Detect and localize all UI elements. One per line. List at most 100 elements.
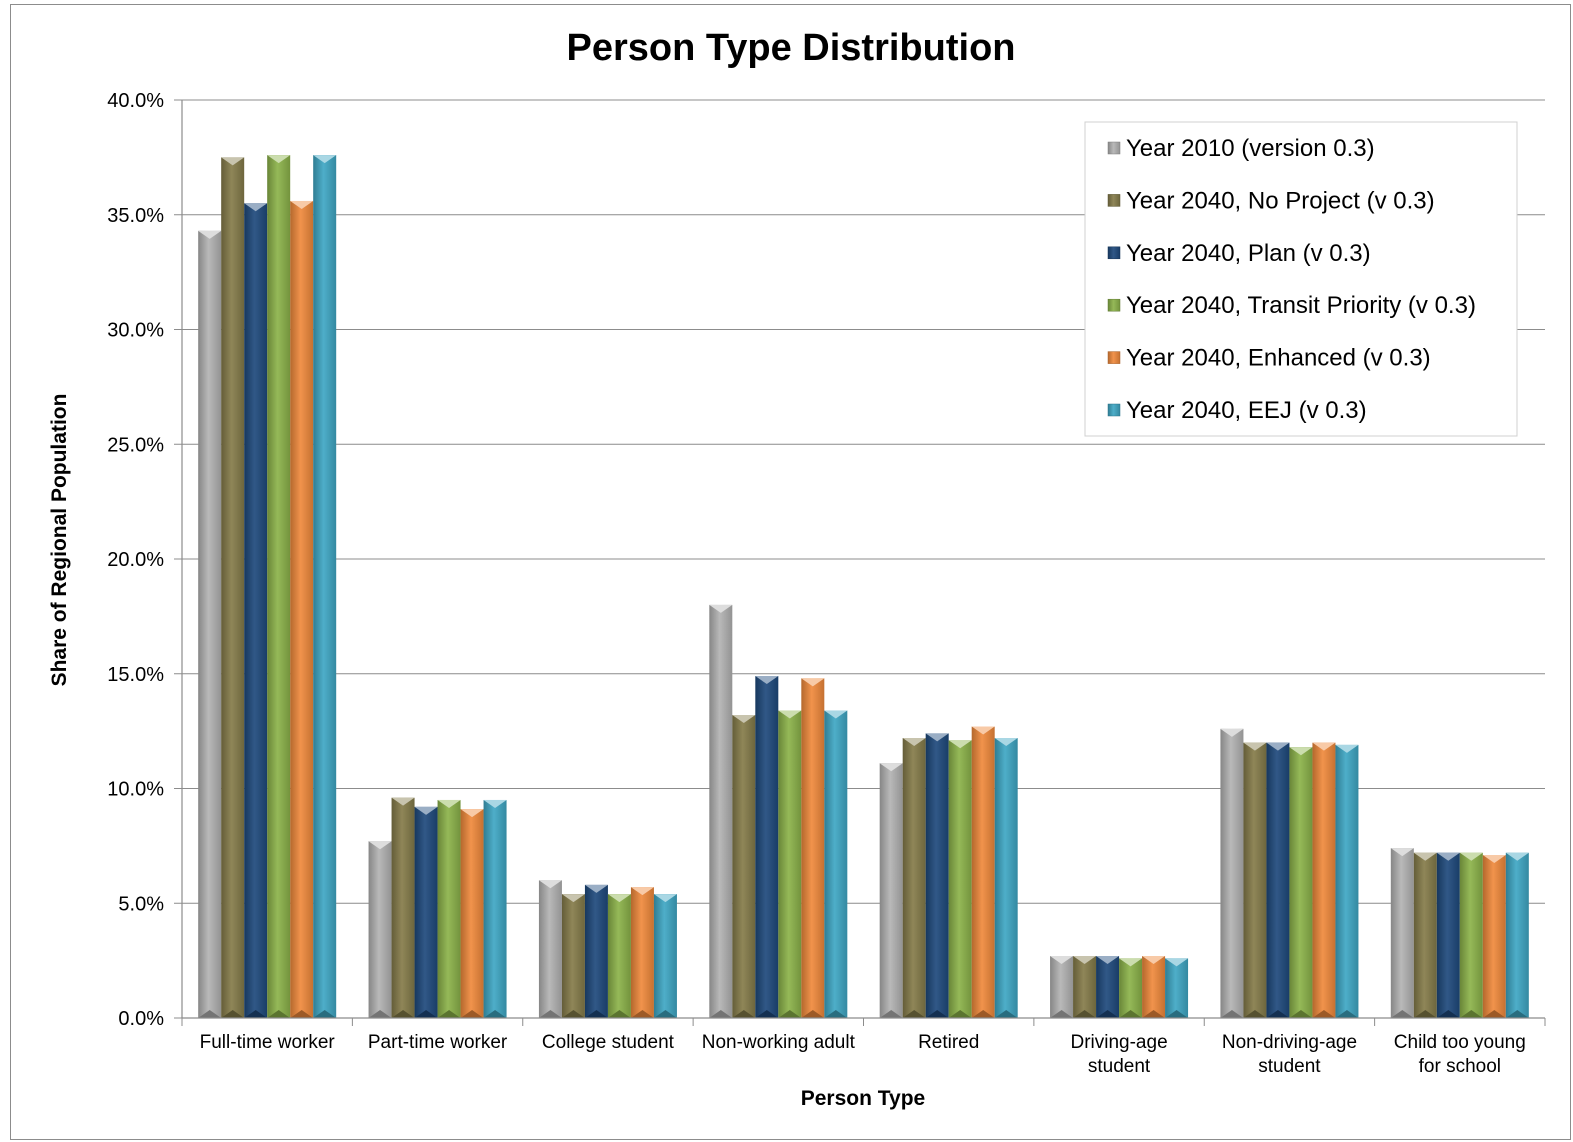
legend-item: Year 2040, No Project (v 0.3)	[1107, 187, 1435, 214]
legend-item: Year 2040, EEJ (v 0.3)	[1107, 397, 1367, 424]
bar	[1390, 848, 1414, 1018]
bar-body	[902, 738, 926, 1018]
bar-bottom-bevel	[1165, 1010, 1189, 1018]
bar	[653, 894, 677, 1018]
bar-body	[1335, 744, 1359, 1018]
bar-top-bevel	[368, 841, 392, 850]
bar-top-bevel	[244, 203, 268, 212]
bar-bottom-bevel	[460, 1010, 484, 1018]
x-tick-label: College student	[542, 1032, 675, 1053]
bar-body	[244, 203, 268, 1018]
bar	[1436, 852, 1460, 1018]
bar-top-bevel	[1505, 852, 1529, 861]
bar-body	[879, 763, 903, 1018]
bar-top-bevel	[1459, 852, 1483, 861]
bar-body	[778, 710, 802, 1018]
bar	[1482, 855, 1506, 1018]
bar-top-bevel	[1073, 956, 1097, 965]
bar-top-bevel	[653, 894, 677, 903]
legend-label: Year 2040, Plan (v 0.3)	[1126, 240, 1371, 267]
bar	[607, 894, 631, 1018]
bar-bottom-bevel	[414, 1010, 438, 1018]
bar	[391, 797, 415, 1018]
bar-top-bevel	[824, 710, 848, 719]
bar-body	[607, 894, 631, 1018]
bar-bottom-bevel	[584, 1010, 608, 1018]
bar-top-bevel	[1335, 744, 1359, 753]
legend-label: Year 2040, No Project (v 0.3)	[1126, 187, 1435, 214]
bar-bottom-bevel	[732, 1010, 756, 1018]
legend-label: Year 2010 (version 0.3)	[1126, 135, 1375, 162]
bar-body	[1413, 852, 1437, 1018]
bar-body	[290, 200, 314, 1019]
bar-bottom-bevel	[1335, 1010, 1359, 1018]
bar	[244, 203, 268, 1018]
bar-top-bevel	[1413, 852, 1437, 861]
bar-body	[755, 676, 779, 1018]
bar-top-bevel	[732, 715, 756, 724]
bar-body	[1266, 742, 1290, 1018]
bar-bottom-bevel	[267, 1010, 291, 1018]
bar-bottom-bevel	[221, 1010, 245, 1018]
bar-body	[653, 894, 677, 1018]
legend-item: Year 2040, Enhanced (v 0.3)	[1107, 345, 1431, 372]
bar	[994, 738, 1018, 1018]
y-tick-label: 20.0%	[107, 549, 164, 571]
x-tick-label: Non-driving-age student	[1222, 1032, 1357, 1077]
bar	[483, 799, 507, 1018]
bar-bottom-bevel	[1505, 1010, 1529, 1018]
bar-bottom-bevel	[1220, 1010, 1244, 1018]
bar-top-bevel	[561, 894, 585, 903]
y-tick-label: 5.0%	[118, 893, 164, 915]
bar-body	[948, 740, 972, 1018]
bar-top-bevel	[221, 157, 245, 166]
bar-top-bevel	[994, 738, 1018, 747]
bar-body	[1050, 956, 1074, 1018]
bar	[1165, 958, 1189, 1018]
bar-body	[561, 894, 585, 1018]
bar-body	[1073, 956, 1097, 1018]
bar-bottom-bevel	[994, 1010, 1018, 1018]
bar	[414, 806, 438, 1018]
bar-bottom-bevel	[198, 1010, 222, 1018]
bar	[1073, 956, 1097, 1018]
bar-bottom-bevel	[902, 1010, 926, 1018]
bar	[1413, 852, 1437, 1018]
bar	[1335, 744, 1359, 1018]
bar-top-bevel	[607, 894, 631, 903]
y-axis-title: Share of Regional Population	[48, 394, 71, 687]
bar-bottom-bevel	[1243, 1010, 1267, 1018]
bar	[971, 726, 995, 1018]
bar-body	[414, 806, 438, 1018]
bar-bottom-bevel	[1119, 1010, 1143, 1018]
bar-bottom-bevel	[1050, 1010, 1074, 1018]
bar-top-bevel	[1165, 958, 1189, 967]
chart-title: Person Type Distribution	[566, 27, 1015, 69]
bar-top-bevel	[1142, 956, 1166, 965]
bar-body	[460, 809, 484, 1018]
bar-bottom-bevel	[801, 1010, 825, 1018]
bar-bottom-bevel	[1073, 1010, 1097, 1018]
bar-top-bevel	[925, 733, 949, 742]
bar	[198, 230, 222, 1018]
bar-top-bevel	[1096, 956, 1120, 965]
bar-bottom-bevel	[778, 1010, 802, 1018]
bar	[561, 894, 585, 1018]
bar-top-bevel	[630, 887, 654, 896]
bar	[1243, 742, 1267, 1018]
bar-body	[267, 155, 291, 1018]
bar-body	[732, 715, 756, 1018]
bar-top-bevel	[1289, 747, 1313, 756]
legend-item: Year 2040, Plan (v 0.3)	[1107, 240, 1371, 267]
bar	[1289, 747, 1313, 1018]
bar-top-bevel	[1119, 958, 1143, 967]
bar-bottom-bevel	[1266, 1010, 1290, 1018]
bar	[902, 738, 926, 1018]
legend-swatch	[1107, 194, 1121, 207]
bar	[1220, 728, 1244, 1018]
bar	[1459, 852, 1483, 1018]
bar-body	[1482, 855, 1506, 1018]
bar-bottom-bevel	[244, 1010, 268, 1018]
bar	[925, 733, 949, 1018]
